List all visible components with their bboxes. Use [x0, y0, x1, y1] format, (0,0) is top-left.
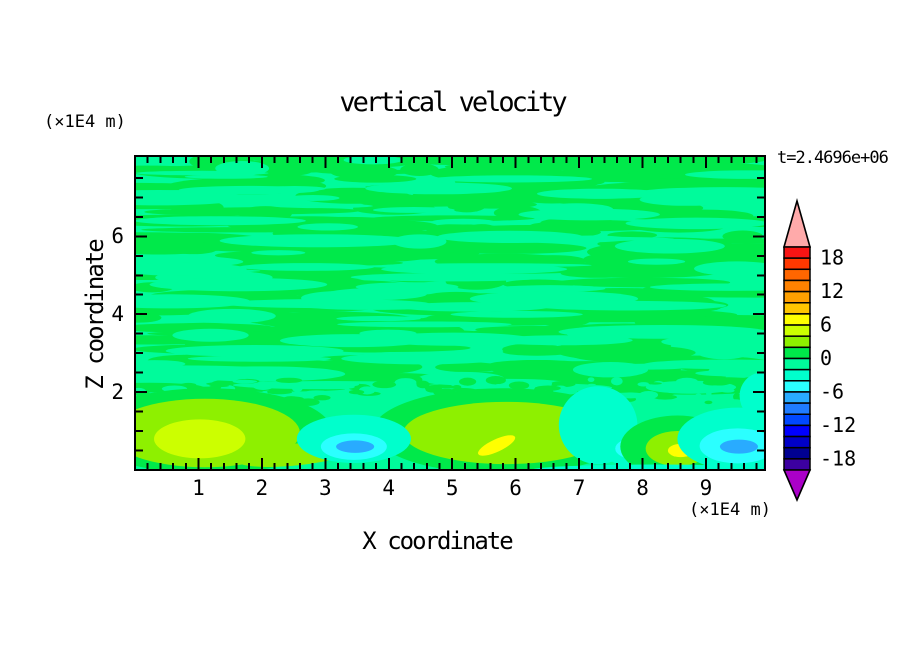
- y-tick-label: 4: [111, 302, 124, 327]
- colorbar-tick-label: -18: [820, 446, 856, 470]
- colorbar-segment: [783, 246, 811, 259]
- x-tick-label: 9: [699, 476, 713, 500]
- y-axis-tick-labels: 2 4 6: [94, 0, 124, 654]
- colorbar-tick-label: 6: [820, 313, 832, 337]
- y-tick-label: 2: [111, 380, 124, 405]
- x-tick-label: 2: [255, 476, 269, 500]
- contour-feature-right-edge-aqua: [739, 372, 764, 420]
- x-axis-tick-labels: 1 2 3 4 5 6 7 8 9: [0, 476, 904, 502]
- colorbar-segment: [783, 424, 811, 438]
- contour-feature-downdraft-F-core: [719, 439, 758, 454]
- colorbar-segment: [783, 257, 811, 271]
- colorbar-segment: [783, 279, 811, 293]
- x-axis-label: X coordinate: [362, 527, 513, 555]
- colorbar-segment: [783, 290, 811, 304]
- y-tick-label: 6: [111, 224, 124, 249]
- colorbar-tick-label: -12: [820, 413, 856, 437]
- x-tick-label: 3: [318, 476, 332, 500]
- contour-feature-updraft-A-core: [154, 419, 246, 459]
- colorbar-segment: [783, 380, 811, 393]
- x-tick-label: 7: [572, 476, 586, 500]
- contour-plot: [134, 155, 766, 471]
- colorbar: 18 12 6 0 -6 -12 -18: [782, 198, 856, 503]
- colorbar-segment: [783, 413, 811, 427]
- x-tick-label: 8: [636, 476, 649, 500]
- x-tick-label: 5: [445, 476, 459, 500]
- colorbar-segment: [783, 391, 811, 404]
- colorbar-tick-label: 0: [820, 346, 832, 370]
- time-label: t=2.4696e+06: [777, 148, 889, 168]
- colorbar-under-arrow: [782, 469, 812, 503]
- colorbar-segment: [783, 435, 811, 449]
- z-axis-unit-label: (×1E4 m): [44, 112, 126, 132]
- colorbar-segment: [783, 324, 811, 337]
- colorbar-over-arrow: [782, 198, 812, 248]
- contour-field: [136, 157, 764, 469]
- colorbar-segment: [783, 346, 811, 360]
- colorbar-segment: [783, 302, 811, 315]
- x-tick-label: 1: [192, 476, 205, 500]
- colorbar-tick-label: 12: [820, 279, 844, 303]
- colorbar-segment: [783, 402, 811, 416]
- colorbar-segment: [783, 268, 811, 282]
- colorbar-segment: [783, 357, 811, 371]
- x-axis-unit-label: (×1E4 m): [689, 500, 771, 520]
- chart-title: vertical velocity: [339, 87, 567, 118]
- x-tick-label: 6: [509, 476, 522, 500]
- colorbar-segment: [783, 446, 811, 460]
- contour-feature-updraft-C: [403, 401, 609, 465]
- colorbar-tick-label: -6: [820, 379, 844, 403]
- colorbar-segment: [783, 458, 811, 471]
- colorbar-segment: [783, 335, 811, 349]
- contour-feature-downdraft-B-core: [336, 440, 375, 453]
- colorbar-segment: [783, 368, 811, 382]
- x-tick-label: 4: [382, 476, 396, 500]
- colorbar-segment: [783, 313, 811, 326]
- colorbar-tick-label: 18: [820, 246, 844, 270]
- plot-frame: [134, 155, 766, 471]
- contour-feature-updraft-C-core: [478, 435, 516, 456]
